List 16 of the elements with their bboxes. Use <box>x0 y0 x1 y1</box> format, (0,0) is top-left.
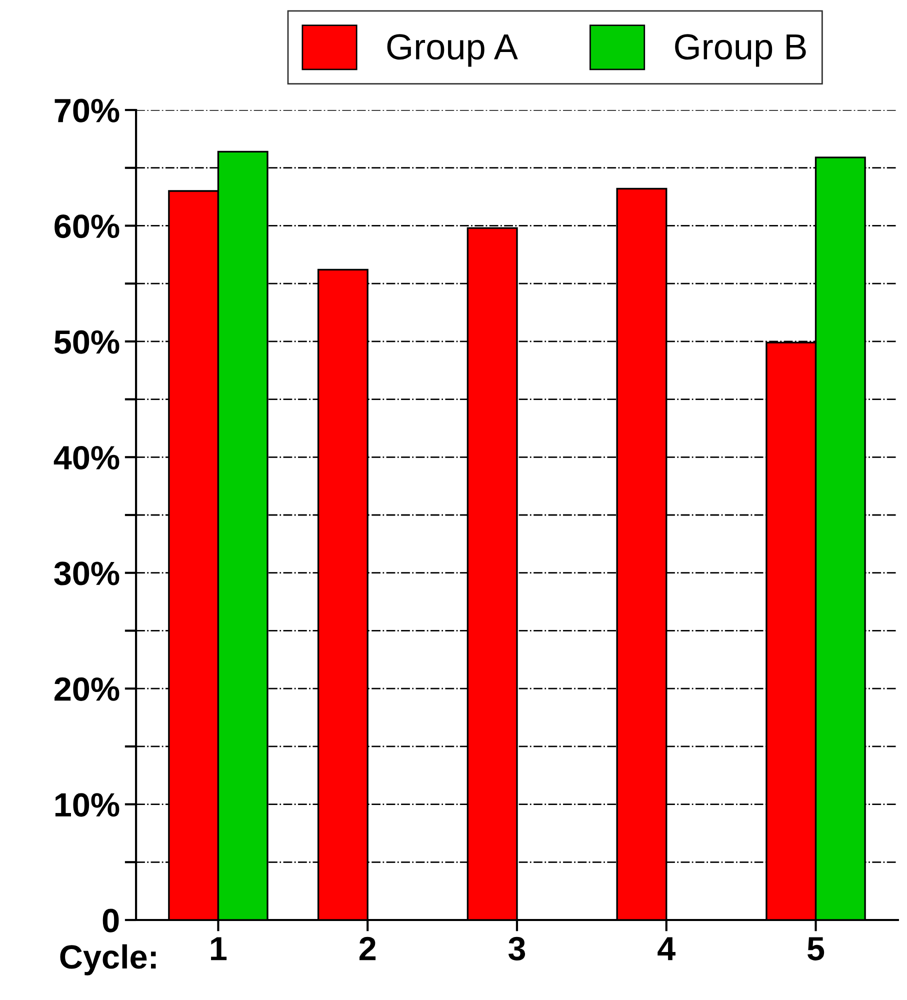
legend-label: Group B <box>675 34 806 67</box>
legend-label: Group A <box>387 34 518 67</box>
y-tick-label: 30% <box>54 562 120 586</box>
x-tick-label: 1 <box>211 937 227 960</box>
y-tick-label: 50% <box>54 330 120 354</box>
x-axis-title: Cycle: <box>60 944 156 976</box>
x-tick-label: 5 <box>808 937 824 960</box>
x-tick-label: 3 <box>508 936 526 961</box>
y-tick-label: 0 <box>102 908 119 932</box>
x-tick-label: 4 <box>658 937 676 960</box>
y-tick-label: 60% <box>54 214 120 238</box>
x-tick-label: 2 <box>359 936 376 960</box>
y-tick-label: 10% <box>55 793 120 817</box>
y-tick-label: 20% <box>54 677 120 701</box>
y-tick-label: 70% <box>54 98 120 122</box>
y-tick-label: 40% <box>54 446 120 470</box>
